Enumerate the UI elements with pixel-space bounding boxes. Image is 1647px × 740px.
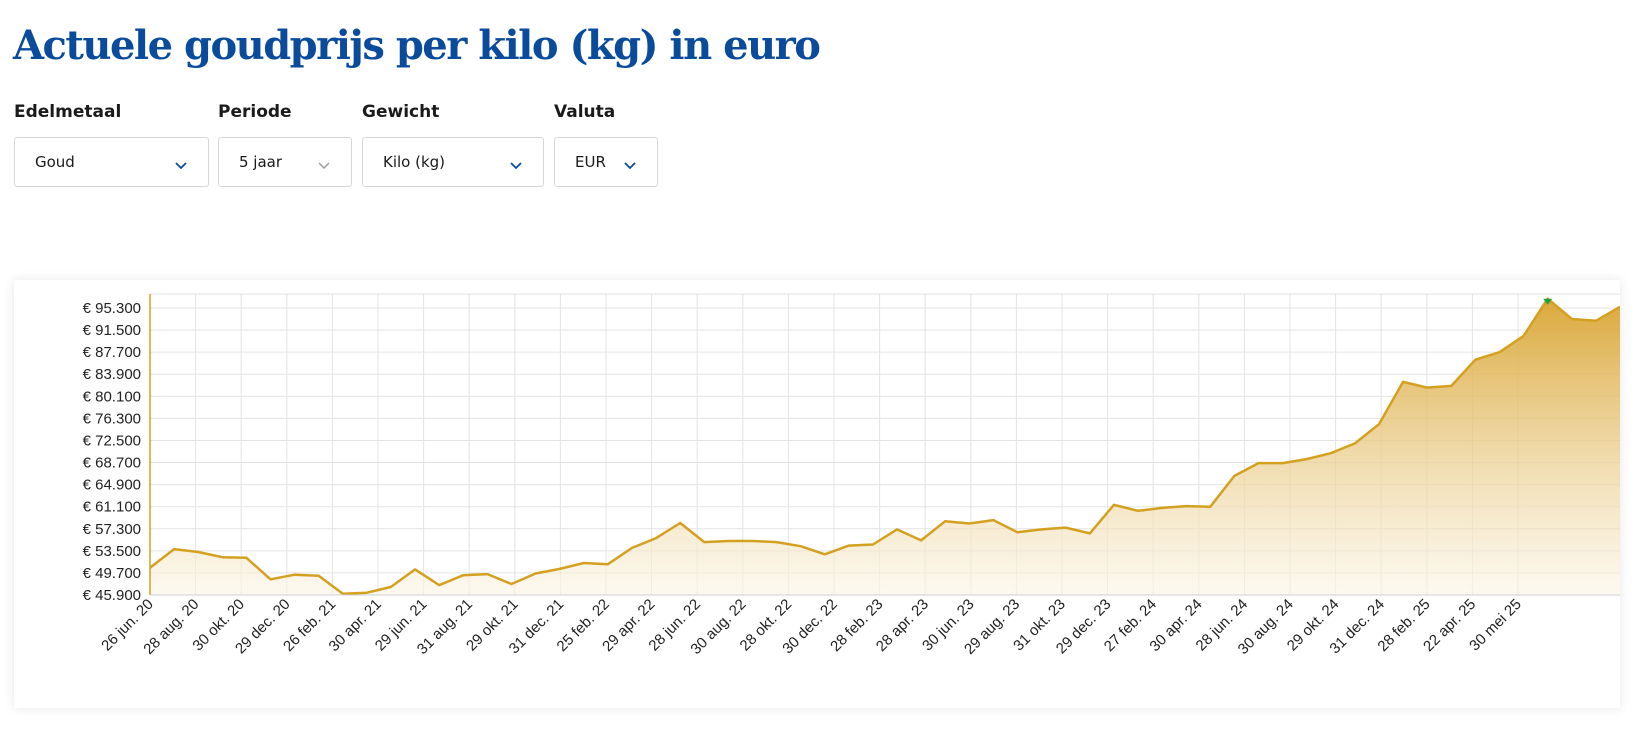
- edelmetaal-label: Edelmetaal: [14, 102, 122, 122]
- periode-label: Periode: [218, 102, 292, 122]
- y-tick-label: € 76.300: [83, 410, 141, 427]
- y-tick-label: € 53.500: [83, 543, 141, 560]
- y-tick-label: € 45.900: [83, 587, 141, 604]
- y-tick-label: € 61.100: [83, 499, 141, 516]
- price-chart-card: € 95.300 € 91.500 € 87.700 € 83.900 € 80.100…: [14, 280, 1620, 708]
- periode-select[interactable]: 5 jaar: [218, 137, 352, 187]
- y-tick-label: € 68.700: [83, 455, 141, 472]
- y-tick-label: € 49.700: [83, 565, 141, 582]
- y-tick-label: € 80.100: [83, 388, 141, 405]
- edelmetaal-field: Edelmetaal Goud: [14, 102, 209, 187]
- y-tick-label: € 91.500: [83, 322, 141, 339]
- price-chart[interactable]: € 95.300 € 91.500 € 87.700 € 83.900 € 80.100…: [14, 280, 1620, 708]
- y-tick-label: € 64.900: [83, 477, 141, 494]
- y-tick-label: € 57.300: [83, 521, 141, 538]
- chevron-down-icon: [174, 157, 188, 170]
- y-tick-label: € 87.700: [83, 344, 141, 361]
- chevron-down-icon: [317, 157, 331, 170]
- gewicht-value: Kilo (kg): [383, 153, 446, 171]
- valuta-select[interactable]: EUR: [554, 137, 658, 187]
- valuta-value: EUR: [575, 153, 606, 171]
- gewicht-field: Gewicht Kilo (kg): [362, 102, 544, 187]
- valuta-label: Valuta: [554, 102, 616, 122]
- gewicht-select[interactable]: Kilo (kg): [362, 137, 544, 187]
- chevron-down-icon: [509, 157, 523, 170]
- y-tick-label: € 95.300: [83, 300, 141, 317]
- gewicht-label: Gewicht: [362, 102, 440, 122]
- price-line: [149, 297, 1620, 596]
- y-tick-label: € 83.900: [83, 366, 141, 383]
- price-area: [150, 298, 1620, 595]
- valuta-field: Valuta EUR: [554, 102, 658, 187]
- peak-marker: [1543, 298, 1553, 305]
- chevron-down-icon: [623, 157, 637, 170]
- periode-value: 5 jaar: [239, 153, 283, 171]
- periode-field: Periode 5 jaar: [218, 102, 352, 187]
- edelmetaal-value: Goud: [35, 153, 75, 171]
- page-title: Actuele goudprijs per kilo (kg) in euro: [13, 22, 821, 69]
- y-tick-label: € 72.500: [83, 432, 141, 449]
- edelmetaal-select[interactable]: Goud: [14, 137, 209, 187]
